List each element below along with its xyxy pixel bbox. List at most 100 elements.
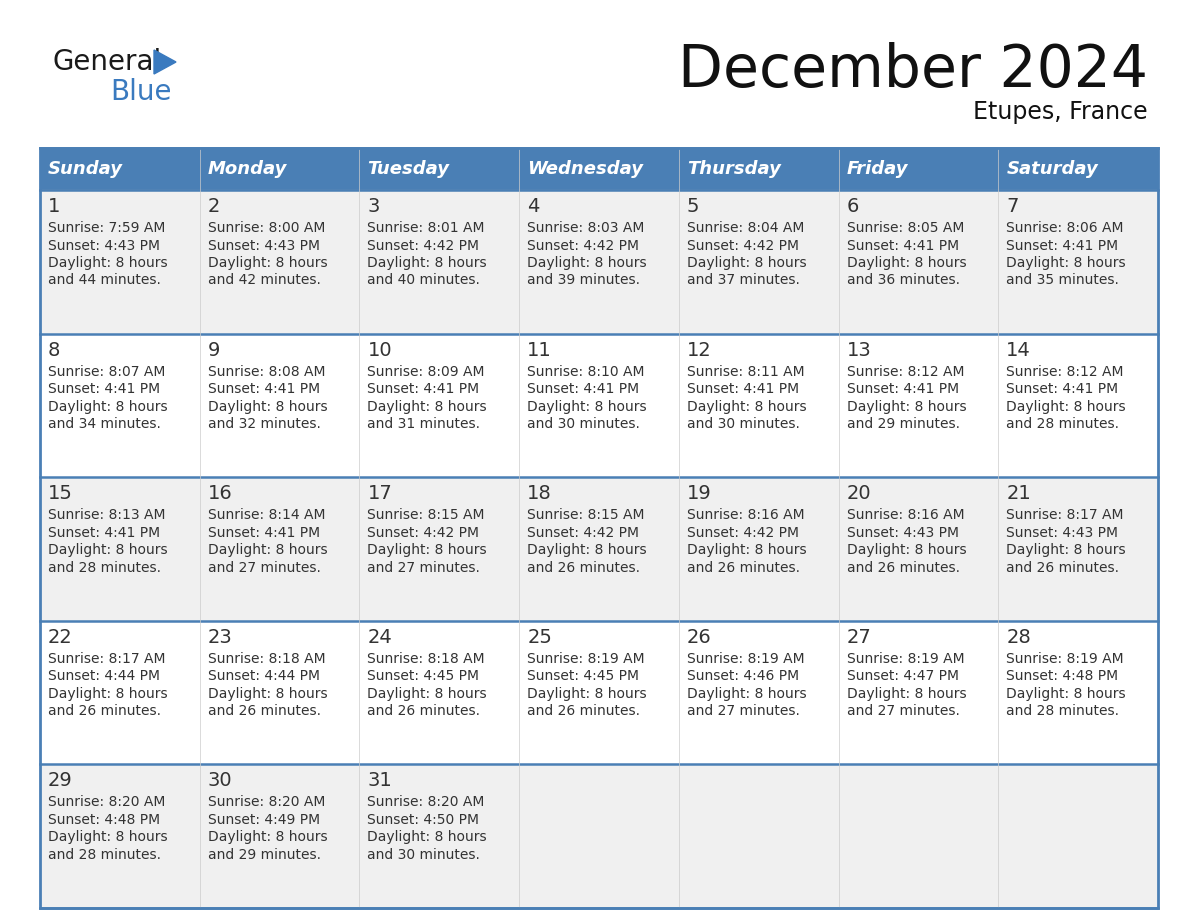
Text: 14: 14 xyxy=(1006,341,1031,360)
Text: and 35 minutes.: and 35 minutes. xyxy=(1006,274,1119,287)
Text: and 26 minutes.: and 26 minutes. xyxy=(48,704,162,718)
Text: Daylight: 8 hours: Daylight: 8 hours xyxy=(847,543,966,557)
Text: 19: 19 xyxy=(687,484,712,503)
Text: Sunrise: 8:19 AM: Sunrise: 8:19 AM xyxy=(847,652,965,666)
Text: Sunrise: 8:12 AM: Sunrise: 8:12 AM xyxy=(847,364,965,378)
Text: Sunrise: 8:07 AM: Sunrise: 8:07 AM xyxy=(48,364,165,378)
Bar xyxy=(519,765,678,908)
Text: Sunrise: 8:16 AM: Sunrise: 8:16 AM xyxy=(687,509,804,522)
Bar xyxy=(40,621,200,765)
Text: 3: 3 xyxy=(367,197,380,216)
Text: Sunrise: 8:06 AM: Sunrise: 8:06 AM xyxy=(1006,221,1124,235)
Text: Sunset: 4:48 PM: Sunset: 4:48 PM xyxy=(1006,669,1118,683)
Text: Sunrise: 8:12 AM: Sunrise: 8:12 AM xyxy=(1006,364,1124,378)
Text: and 28 minutes.: and 28 minutes. xyxy=(48,848,162,862)
Text: Sunrise: 8:03 AM: Sunrise: 8:03 AM xyxy=(527,221,645,235)
Text: Sunrise: 8:18 AM: Sunrise: 8:18 AM xyxy=(367,652,485,666)
Text: Daylight: 8 hours: Daylight: 8 hours xyxy=(527,256,646,270)
Text: Sunset: 4:45 PM: Sunset: 4:45 PM xyxy=(367,669,480,683)
Text: Etupes, France: Etupes, France xyxy=(973,100,1148,124)
Text: Daylight: 8 hours: Daylight: 8 hours xyxy=(687,687,807,700)
Text: 17: 17 xyxy=(367,484,392,503)
Text: Daylight: 8 hours: Daylight: 8 hours xyxy=(687,256,807,270)
Bar xyxy=(519,333,678,477)
Text: and 30 minutes.: and 30 minutes. xyxy=(367,848,480,862)
Text: 7: 7 xyxy=(1006,197,1018,216)
Text: Sunset: 4:49 PM: Sunset: 4:49 PM xyxy=(208,813,320,827)
Text: Sunset: 4:50 PM: Sunset: 4:50 PM xyxy=(367,813,480,827)
Text: Sunrise: 8:19 AM: Sunrise: 8:19 AM xyxy=(527,652,645,666)
Text: Tuesday: Tuesday xyxy=(367,160,449,178)
Text: Sunset: 4:41 PM: Sunset: 4:41 PM xyxy=(1006,239,1118,252)
Bar xyxy=(360,148,519,190)
Bar xyxy=(40,190,200,333)
Text: Daylight: 8 hours: Daylight: 8 hours xyxy=(48,687,168,700)
Text: Sunrise: 8:19 AM: Sunrise: 8:19 AM xyxy=(687,652,804,666)
Bar xyxy=(200,190,360,333)
Text: 29: 29 xyxy=(48,771,72,790)
Text: and 26 minutes.: and 26 minutes. xyxy=(687,561,800,575)
Text: Sunrise: 8:19 AM: Sunrise: 8:19 AM xyxy=(1006,652,1124,666)
Text: Daylight: 8 hours: Daylight: 8 hours xyxy=(847,256,966,270)
Text: 2: 2 xyxy=(208,197,220,216)
Bar xyxy=(360,621,519,765)
Text: 21: 21 xyxy=(1006,484,1031,503)
Text: Sunset: 4:42 PM: Sunset: 4:42 PM xyxy=(527,526,639,540)
Bar xyxy=(678,190,839,333)
Text: Saturday: Saturday xyxy=(1006,160,1098,178)
Text: and 28 minutes.: and 28 minutes. xyxy=(48,561,162,575)
Text: Sunrise: 8:00 AM: Sunrise: 8:00 AM xyxy=(208,221,326,235)
Text: and 27 minutes.: and 27 minutes. xyxy=(208,561,321,575)
Text: Sunset: 4:41 PM: Sunset: 4:41 PM xyxy=(687,382,800,396)
Bar xyxy=(839,621,998,765)
Text: Sunset: 4:41 PM: Sunset: 4:41 PM xyxy=(48,382,160,396)
Bar xyxy=(360,190,519,333)
Text: Sunrise: 8:18 AM: Sunrise: 8:18 AM xyxy=(208,652,326,666)
Text: and 26 minutes.: and 26 minutes. xyxy=(527,561,640,575)
Text: and 30 minutes.: and 30 minutes. xyxy=(527,417,640,431)
Text: Daylight: 8 hours: Daylight: 8 hours xyxy=(527,687,646,700)
Text: Sunset: 4:48 PM: Sunset: 4:48 PM xyxy=(48,813,160,827)
Text: Daylight: 8 hours: Daylight: 8 hours xyxy=(367,256,487,270)
Text: Daylight: 8 hours: Daylight: 8 hours xyxy=(1006,687,1126,700)
Bar xyxy=(839,190,998,333)
Bar xyxy=(40,148,200,190)
Text: 8: 8 xyxy=(48,341,61,360)
Text: Sunset: 4:41 PM: Sunset: 4:41 PM xyxy=(527,382,639,396)
Text: and 27 minutes.: and 27 minutes. xyxy=(367,561,480,575)
Text: and 26 minutes.: and 26 minutes. xyxy=(847,561,960,575)
Text: and 40 minutes.: and 40 minutes. xyxy=(367,274,480,287)
Text: 31: 31 xyxy=(367,771,392,790)
Polygon shape xyxy=(154,50,176,74)
Text: and 30 minutes.: and 30 minutes. xyxy=(687,417,800,431)
Text: 26: 26 xyxy=(687,628,712,647)
Text: Sunrise: 8:05 AM: Sunrise: 8:05 AM xyxy=(847,221,963,235)
Text: and 44 minutes.: and 44 minutes. xyxy=(48,274,160,287)
Text: Sunrise: 8:08 AM: Sunrise: 8:08 AM xyxy=(208,364,326,378)
Bar xyxy=(40,477,200,621)
Text: Sunrise: 7:59 AM: Sunrise: 7:59 AM xyxy=(48,221,165,235)
Text: 9: 9 xyxy=(208,341,220,360)
Text: Sunset: 4:44 PM: Sunset: 4:44 PM xyxy=(48,669,160,683)
Bar xyxy=(360,765,519,908)
Text: Daylight: 8 hours: Daylight: 8 hours xyxy=(367,543,487,557)
Bar xyxy=(839,477,998,621)
Bar xyxy=(40,765,200,908)
Text: Sunrise: 8:17 AM: Sunrise: 8:17 AM xyxy=(1006,509,1124,522)
Bar xyxy=(678,477,839,621)
Text: Daylight: 8 hours: Daylight: 8 hours xyxy=(208,831,328,845)
Text: Daylight: 8 hours: Daylight: 8 hours xyxy=(847,399,966,414)
Text: Daylight: 8 hours: Daylight: 8 hours xyxy=(208,399,328,414)
Text: Sunset: 4:45 PM: Sunset: 4:45 PM xyxy=(527,669,639,683)
Text: Blue: Blue xyxy=(110,78,171,106)
Text: Daylight: 8 hours: Daylight: 8 hours xyxy=(367,687,487,700)
Text: Sunset: 4:42 PM: Sunset: 4:42 PM xyxy=(367,239,480,252)
Text: Daylight: 8 hours: Daylight: 8 hours xyxy=(527,543,646,557)
Text: Sunrise: 8:11 AM: Sunrise: 8:11 AM xyxy=(687,364,804,378)
Text: Sunrise: 8:13 AM: Sunrise: 8:13 AM xyxy=(48,509,165,522)
Bar xyxy=(360,333,519,477)
Text: Sunset: 4:43 PM: Sunset: 4:43 PM xyxy=(48,239,160,252)
Text: and 28 minutes.: and 28 minutes. xyxy=(1006,704,1119,718)
Text: 16: 16 xyxy=(208,484,233,503)
Text: Daylight: 8 hours: Daylight: 8 hours xyxy=(48,399,168,414)
